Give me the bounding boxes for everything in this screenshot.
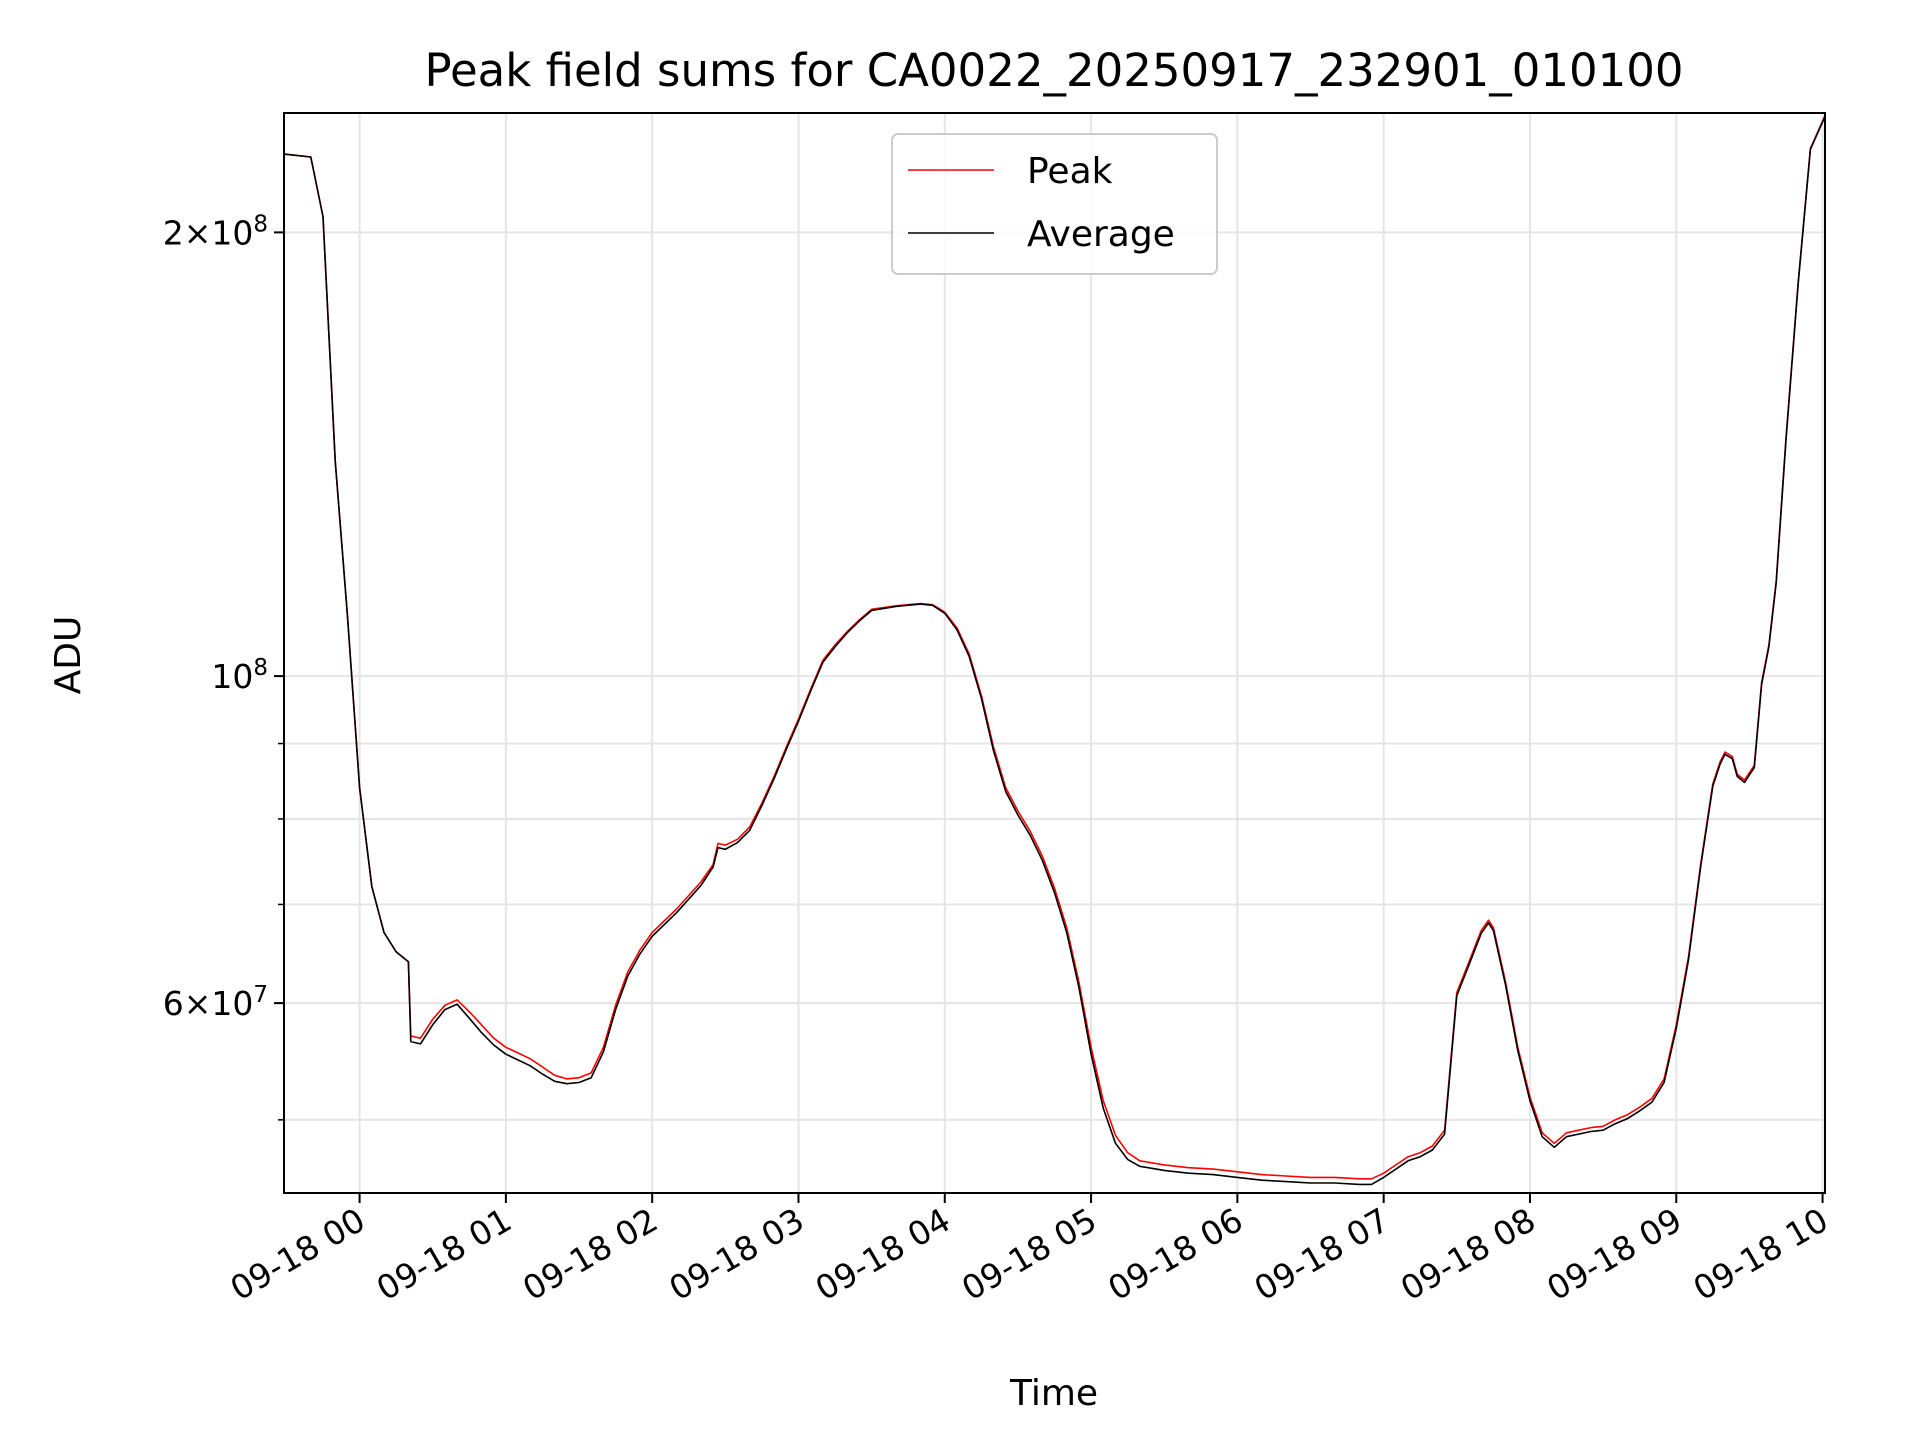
legend: Peak Average xyxy=(891,133,1218,275)
y-axis-title: ADU xyxy=(48,616,89,695)
grid-layer xyxy=(284,113,1825,1193)
legend-label-average: Average xyxy=(1027,214,1175,255)
y-tick-label: 2×108 xyxy=(163,211,268,252)
series-line-average xyxy=(283,116,1826,1186)
y-tick-label: 6×107 xyxy=(163,982,268,1023)
legend-box xyxy=(891,133,1218,275)
series-line-peak xyxy=(283,115,1826,1180)
chart-title: Peak field sums for CA0022_20250917_2329… xyxy=(424,44,1683,97)
y-tick-label: 108 xyxy=(211,655,268,696)
series-layer xyxy=(283,115,1826,1186)
legend-label-peak: Peak xyxy=(1027,151,1113,192)
x-axis-title: Time xyxy=(1009,1373,1098,1414)
plot-frame xyxy=(283,112,1826,1194)
